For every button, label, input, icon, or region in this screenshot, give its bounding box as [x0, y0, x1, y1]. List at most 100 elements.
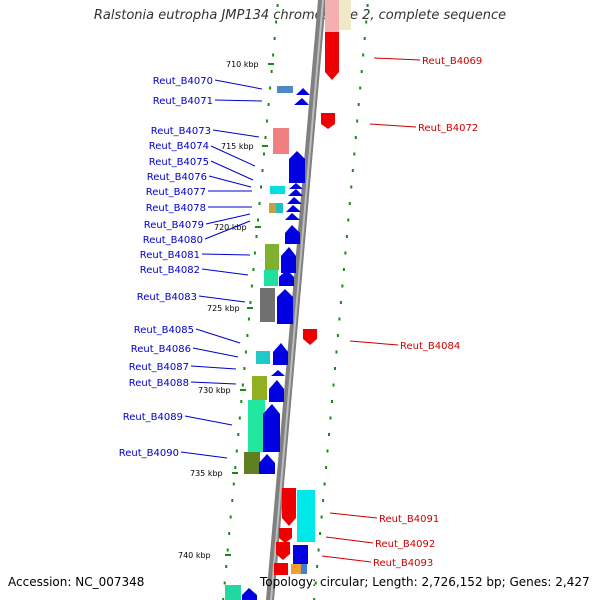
label-reut-b4076[interactable]: Reut_B4076: [147, 172, 207, 183]
label-reut-b4071[interactable]: Reut_B4071: [153, 96, 213, 107]
gene-b4081-arrow[interactable]: [281, 247, 296, 273]
gene-reut-b4069[interactable]: [325, 32, 339, 80]
gene-reut-b4072[interactable]: [321, 113, 335, 129]
track-right-dot: [328, 433, 330, 436]
gene-reut-b4090[interactable]: [244, 452, 260, 474]
gene-reut-b4092[interactable]: [279, 528, 292, 543]
gene-reut-b4069-top[interactable]: [325, 0, 339, 32]
label-reut-b4082[interactable]: Reut_B4082: [140, 265, 200, 276]
gene-b4082-arrow[interactable]: [279, 270, 294, 286]
gene-reut-b4091[interactable]: [282, 488, 296, 526]
label-reut-b4089[interactable]: Reut_B4089: [123, 412, 183, 423]
label-reut-b4083[interactable]: Reut_B4083: [137, 292, 197, 303]
gene-b4083-arrow[interactable]: [277, 289, 293, 324]
label-reut-b4069[interactable]: Reut_B4069: [422, 56, 482, 67]
gene-reut-b4084[interactable]: [303, 329, 317, 345]
track-left-dot: [249, 301, 252, 304]
gene-reut-b4071-arrow[interactable]: [296, 88, 310, 95]
track-right-dot: [345, 235, 348, 238]
track-right-dot: [336, 334, 339, 337]
gene-reut-b4078[interactable]: [269, 203, 276, 213]
track-dots-left: [222, 4, 279, 600]
label-reut-b4079[interactable]: Reut_B4079: [144, 220, 204, 231]
track-right-dot: [357, 103, 360, 106]
gene-bottom-1[interactable]: [225, 585, 241, 600]
label-reut-b4073[interactable]: Reut_B4073: [151, 126, 211, 137]
gene-reut-b4088[interactable]: [252, 376, 267, 400]
track-right-dot: [320, 515, 323, 519]
label-reut-b4092[interactable]: Reut_B4092: [375, 539, 435, 550]
gene-b4079b-arrow[interactable]: [286, 205, 301, 212]
gene-reut-b4073[interactable]: [273, 128, 289, 154]
label-reut-b4088[interactable]: Reut_B4088: [129, 378, 189, 389]
track-left-dot: [228, 532, 231, 535]
label-reut-b4077[interactable]: Reut_B4077: [146, 187, 206, 198]
label-reut-b4085[interactable]: Reut_B4085: [134, 325, 194, 336]
gene-reut-b4083[interactable]: [260, 288, 275, 322]
coordinate-tick-labels: 710 kbp 715 kbp 720 kbp 725 kbp 730 kbp …: [178, 60, 259, 560]
gene-b4080b-arrow[interactable]: [285, 225, 300, 244]
gene-reut-b4078b[interactable]: [276, 203, 283, 213]
track-right-dot: [362, 53, 365, 57]
label-reut-b4081[interactable]: Reut_B4081: [140, 250, 200, 261]
gene-b4092-arrow[interactable]: [293, 545, 308, 564]
gene-reut-b4093-blue[interactable]: [301, 564, 307, 574]
gene-reut-b4089[interactable]: [248, 400, 265, 452]
gene-reut-b4077[interactable]: [270, 186, 285, 194]
label-reut-b4087[interactable]: Reut_B4087: [129, 362, 189, 373]
label-reut-b4074[interactable]: Reut_B4074: [149, 141, 209, 152]
gene-reut-b4081[interactable]: [265, 244, 279, 270]
track-right-dot: [317, 548, 320, 552]
gene-b4079-arrow[interactable]: [287, 197, 302, 204]
gene-b4085-arrow[interactable]: [273, 343, 288, 365]
label-reut-b4090[interactable]: Reut_B4090: [119, 448, 179, 459]
track-right-dot: [342, 268, 345, 271]
track-right-dot: [326, 449, 329, 453]
track-right-dot: [365, 20, 368, 24]
gene-reut-b4093-orange[interactable]: [291, 564, 301, 574]
track-left-dot: [222, 598, 225, 600]
track-left-dot: [273, 37, 276, 40]
label-reut-b4086[interactable]: Reut_B4086: [131, 344, 191, 355]
label-reut-b4078[interactable]: Reut_B4078: [146, 203, 206, 214]
track-left-dot: [223, 581, 226, 585]
gene-b4074-arrow[interactable]: [289, 151, 305, 183]
track-left-dot: [240, 400, 243, 403]
gene-b4080-arrow[interactable]: [285, 213, 300, 220]
label-reut-b4070[interactable]: Reut_B4070: [153, 76, 213, 87]
track-left-dot: [225, 565, 228, 568]
label-reut-b4075[interactable]: Reut_B4075: [149, 157, 209, 168]
label-reut-b4080[interactable]: Reut_B4080: [143, 235, 203, 246]
tick-720: 720 kbp: [214, 223, 247, 232]
track-left-dot: [231, 499, 234, 502]
gene-b4088-arrow[interactable]: [269, 380, 284, 402]
gene-top-cream[interactable]: [339, 0, 351, 30]
reverse-strand-features: [225, 86, 293, 600]
right-gene-labels: Reut_B4069 Reut_B4072 Reut_B4084 Reut_B4…: [373, 56, 482, 569]
gene-reut-b4071b-arrow[interactable]: [294, 98, 309, 105]
gene-b4089-arrow[interactable]: [263, 404, 280, 452]
gene-b4075-arrow[interactable]: [289, 183, 303, 189]
label-reut-b4084[interactable]: Reut_B4084: [400, 341, 460, 352]
left-leader-lines: [180, 79, 263, 459]
label-reut-b4093[interactable]: Reut_B4093: [373, 558, 433, 569]
gene-b4076-arrow[interactable]: [288, 189, 303, 196]
track-right-dot: [347, 218, 350, 222]
gene-reut-b4086[interactable]: [256, 351, 270, 364]
gene-reut-b4093[interactable]: [274, 563, 288, 575]
label-reut-b4072[interactable]: Reut_B4072: [418, 123, 478, 134]
track-left-dot: [243, 367, 246, 370]
gene-reut-b4082[interactable]: [264, 270, 278, 286]
gene-reut-b4092b[interactable]: [276, 542, 290, 560]
gene-bottom-blue-arrow[interactable]: [242, 588, 257, 600]
track-left-dot: [234, 466, 237, 469]
label-reut-b4091[interactable]: Reut_B4091: [379, 514, 439, 525]
gene-b4090-arrow[interactable]: [259, 454, 275, 474]
track-left-dot: [276, 4, 279, 7]
track-right-dot: [316, 565, 319, 568]
gene-reut-b4070[interactable]: [277, 86, 293, 93]
gene-reut-b4091-cyan[interactable]: [297, 490, 315, 542]
gene-b4087-arrow[interactable]: [271, 370, 285, 376]
track-right-dot: [360, 70, 363, 73]
